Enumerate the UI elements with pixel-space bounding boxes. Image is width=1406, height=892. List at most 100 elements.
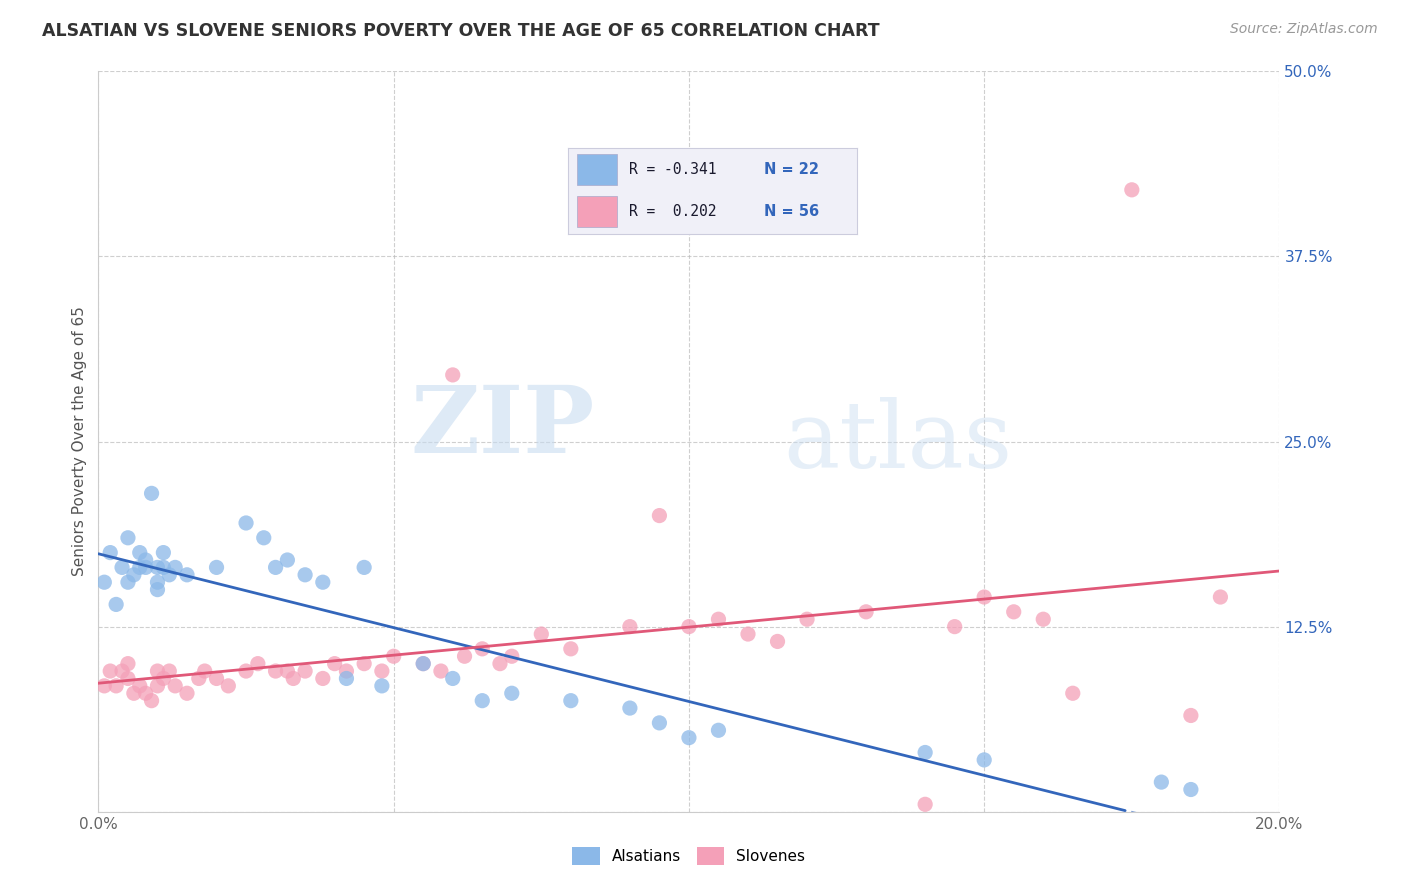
Point: [217, 679, 239, 693]
Point: [335, 672, 357, 686]
Text: N = 22: N = 22: [765, 162, 820, 178]
Point: [117, 657, 139, 671]
Point: [141, 694, 163, 708]
Point: [560, 694, 582, 708]
Point: [471, 694, 494, 708]
Point: [707, 723, 730, 738]
Point: [441, 368, 464, 382]
Point: [246, 657, 269, 671]
Point: [1150, 775, 1173, 789]
Point: [382, 649, 405, 664]
Point: [152, 560, 174, 574]
Point: [205, 560, 228, 574]
Point: [1032, 612, 1054, 626]
Point: [117, 575, 139, 590]
Point: [312, 575, 335, 590]
Point: [1209, 590, 1232, 604]
Point: [1180, 708, 1202, 723]
Point: [157, 664, 180, 678]
Point: [146, 582, 169, 597]
Point: [766, 634, 789, 648]
Point: [111, 560, 134, 574]
Point: [1002, 605, 1025, 619]
Point: [146, 575, 169, 590]
Point: [471, 641, 494, 656]
Point: [146, 679, 169, 693]
Point: [707, 612, 730, 626]
Point: [973, 590, 995, 604]
Point: [187, 672, 209, 686]
Point: [146, 664, 169, 678]
Point: [855, 605, 877, 619]
Point: [1121, 183, 1143, 197]
Point: [93, 575, 115, 590]
Point: [176, 567, 198, 582]
Text: ZIP: ZIP: [411, 382, 595, 472]
Point: [648, 715, 671, 730]
Point: [312, 672, 335, 686]
Point: [501, 686, 523, 700]
Bar: [576, 196, 617, 227]
Point: [943, 619, 966, 633]
Text: Source: ZipAtlas.com: Source: ZipAtlas.com: [1230, 22, 1378, 37]
Text: atlas: atlas: [783, 397, 1012, 486]
Point: [165, 560, 187, 574]
Point: [253, 531, 276, 545]
Point: [98, 664, 121, 678]
Point: [1062, 686, 1084, 700]
Point: [914, 746, 936, 760]
Point: [560, 641, 582, 656]
Point: [122, 567, 145, 582]
Point: [283, 672, 305, 686]
Point: [412, 657, 434, 671]
Point: [619, 701, 641, 715]
Point: [276, 553, 298, 567]
Point: [128, 679, 150, 693]
Point: [678, 731, 700, 745]
Point: [648, 508, 671, 523]
Point: [973, 753, 995, 767]
Legend: Alsatians, Slovenes: Alsatians, Slovenes: [567, 841, 811, 871]
Point: [135, 686, 157, 700]
Point: [157, 567, 180, 582]
Point: [353, 560, 375, 574]
Point: [1180, 782, 1202, 797]
Point: [371, 679, 394, 693]
Point: [152, 546, 174, 560]
Point: [176, 686, 198, 700]
Point: [235, 516, 257, 530]
Point: [135, 560, 157, 574]
Point: [619, 619, 641, 633]
Point: [453, 649, 475, 664]
Point: [152, 672, 174, 686]
Point: [165, 679, 187, 693]
Point: [235, 664, 257, 678]
Point: [141, 486, 163, 500]
Text: R =  0.202: R = 0.202: [628, 204, 716, 219]
Point: [294, 664, 316, 678]
Point: [530, 627, 553, 641]
Text: N = 56: N = 56: [765, 204, 820, 219]
Point: [294, 567, 316, 582]
Point: [146, 560, 169, 574]
Point: [111, 664, 134, 678]
Point: [501, 649, 523, 664]
Point: [353, 657, 375, 671]
Point: [264, 560, 287, 574]
Point: [335, 664, 357, 678]
Point: [489, 657, 512, 671]
Point: [371, 664, 394, 678]
Point: [323, 657, 346, 671]
Point: [98, 546, 121, 560]
Point: [117, 531, 139, 545]
Point: [122, 686, 145, 700]
Y-axis label: Seniors Poverty Over the Age of 65: Seniors Poverty Over the Age of 65: [72, 307, 87, 576]
Point: [194, 664, 217, 678]
Point: [737, 627, 759, 641]
Point: [105, 679, 128, 693]
Point: [276, 664, 298, 678]
Point: [135, 553, 157, 567]
Point: [796, 612, 818, 626]
Point: [430, 664, 453, 678]
Point: [128, 546, 150, 560]
